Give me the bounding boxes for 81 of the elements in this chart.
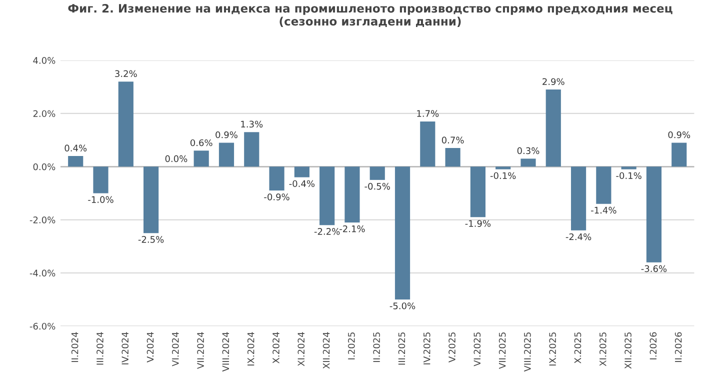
x-tick-label: III.2024	[96, 332, 104, 365]
data-label: 0.7%	[442, 136, 464, 144]
x-tick-label: VI.2024	[172, 332, 179, 366]
x-tick-label: I.2025	[348, 332, 355, 360]
x-tick-label: X.2024	[272, 332, 280, 364]
bar	[546, 90, 561, 167]
x-tick-label: II.2025	[373, 332, 380, 362]
data-label: 0.9%	[668, 131, 690, 138]
bar	[294, 166, 310, 178]
bar	[194, 150, 209, 167]
data-label: 0.9%	[216, 131, 238, 138]
x-tick-label: XII.2024	[322, 332, 330, 369]
data-label: 0.3%	[517, 147, 540, 154]
data-label: 0.6%	[190, 139, 212, 146]
data-label: -1.4%	[591, 206, 616, 214]
chart-title: Фиг. 2. Изменение на индекса на промишленото производство спрямо предходния месец (сезонно изгладени данни)	[68, 4, 672, 28]
bar	[420, 121, 436, 167]
y-tick-label: -6.0%	[30, 322, 56, 330]
data-label: -1.0%	[88, 196, 114, 203]
bar	[269, 166, 284, 191]
x-tick-label: IX.2025	[549, 332, 556, 366]
y-tick-label: 0.0%	[33, 163, 56, 170]
bar	[470, 166, 486, 218]
bar	[496, 166, 511, 170]
x-tick-label: XII.2025	[624, 332, 632, 369]
x-tick-label: IV.2025	[423, 332, 430, 364]
data-label: -0.5%	[364, 182, 390, 190]
x-tick-label: XI.2025	[599, 332, 606, 366]
x-tick-label: III.2025	[398, 332, 406, 365]
data-label: -3.6%	[641, 265, 667, 272]
data-label: -0.4%	[289, 180, 315, 188]
x-tick-label: X.2025	[574, 332, 582, 364]
y-tick-label: 4.0%	[33, 57, 56, 64]
bar	[672, 142, 687, 167]
bar	[144, 166, 159, 234]
x-tick-label: I.2026	[650, 332, 657, 360]
y-tick-label: -4.0%	[30, 270, 56, 277]
data-label: 0.0%	[165, 155, 188, 162]
bar	[646, 166, 662, 262]
x-tick-label: VIII.2024	[222, 332, 230, 372]
data-label: -2.1%	[340, 225, 365, 232]
bar	[320, 166, 335, 226]
data-label: -2.4%	[566, 233, 592, 240]
data-label: 1.7%	[417, 110, 439, 117]
data-label: 1.3%	[241, 120, 263, 128]
bar	[370, 166, 385, 180]
x-tick-label: IX.2024	[247, 332, 254, 366]
x-tick-label: VIII.2025	[524, 332, 531, 372]
bar	[344, 166, 360, 222]
bar	[520, 158, 536, 167]
x-tick-label: II.2026	[674, 332, 682, 362]
y-tick-label: -2.0%	[30, 216, 56, 224]
bar	[570, 166, 586, 230]
y-tick-label: 2.0%	[33, 110, 56, 118]
bar	[68, 156, 84, 167]
bar	[445, 148, 460, 167]
bar	[621, 166, 636, 170]
x-tick-label: VII.2024	[197, 332, 204, 369]
data-label: -5.0%	[390, 302, 416, 310]
data-label: -1.9%	[465, 220, 491, 227]
data-label: 3.2%	[115, 70, 137, 78]
data-label: -2.2%	[314, 228, 340, 235]
bar	[596, 166, 612, 204]
data-label: -0.1%	[616, 172, 642, 180]
x-tick-label: VI.2025	[474, 332, 481, 366]
bar	[218, 142, 234, 167]
bar	[118, 82, 134, 167]
bar	[93, 166, 108, 194]
data-label: -0.9%	[264, 193, 290, 200]
bar	[244, 132, 260, 167]
data-label: 0.4%	[64, 144, 87, 152]
x-tick-label: IV.2024	[122, 332, 129, 364]
bar	[394, 166, 410, 300]
x-tick-label: II.2024	[71, 332, 78, 362]
x-tick-label: V.2025	[448, 332, 456, 362]
data-label: -2.5%	[138, 236, 164, 243]
x-tick-label: VII.2025	[498, 332, 506, 369]
data-label: -0.1%	[490, 172, 516, 180]
data-label: 2.9%	[542, 78, 564, 86]
x-tick-label: V.2024	[146, 332, 154, 362]
x-tick-label: XI.2024	[298, 332, 305, 366]
